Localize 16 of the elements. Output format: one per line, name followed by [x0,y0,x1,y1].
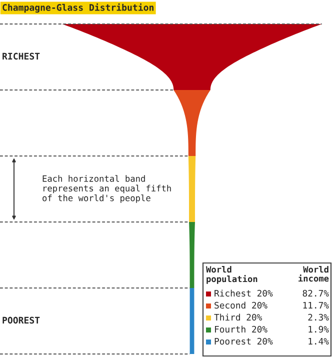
text: World income [298,266,329,282]
text: Each horizontal band represents an equal fifth of the world's people [42,175,171,203]
data-label: 2.3% [308,314,329,321]
text: World population [206,266,258,284]
category-label: Poorest 20% [214,338,273,345]
category-label: Fourth 20% [215,326,268,333]
category-label: Third 20% [214,314,262,321]
data-label: 1.4% [308,338,329,344]
category-label: Second 20% [214,302,268,309]
category-label: Richest 20% [214,290,273,297]
text: RICHEST [2,52,40,60]
data-label: 82.7% [302,290,329,297]
data-label: 11.7% [303,302,329,308]
text: POOREST [2,316,40,324]
data-label: 1.9% [308,326,329,333]
text: Champagne-Glass Distribution [2,3,154,13]
